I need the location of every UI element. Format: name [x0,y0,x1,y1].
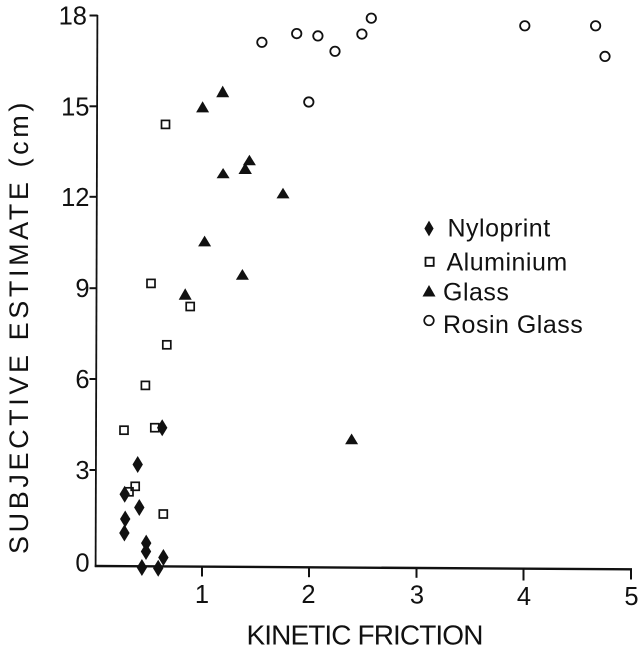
svg-text:0: 0 [75,550,89,578]
svg-text:5: 5 [624,583,638,611]
svg-text:6: 6 [75,366,89,394]
svg-text:3: 3 [410,581,424,609]
svg-text:3: 3 [75,457,89,485]
svg-text:SUBJECTIVE ESTIMATE (cm): SUBJECTIVE ESTIMATE (cm) [4,99,34,554]
svg-text:1: 1 [195,581,209,609]
svg-text:18: 18 [59,3,87,31]
svg-text:2: 2 [301,581,315,609]
svg-text:Glass: Glass [443,278,509,306]
svg-text:4: 4 [517,583,531,611]
svg-text:Aluminium: Aluminium [447,248,568,276]
svg-text:15: 15 [61,93,89,121]
svg-text:Nyloprint: Nyloprint [448,215,551,243]
svg-text:12: 12 [61,184,89,212]
svg-text:KINETIC FRICTION: KINETIC FRICTION [246,620,482,650]
svg-text:9: 9 [75,275,89,303]
svg-text:Rosin Glass: Rosin Glass [443,311,583,339]
